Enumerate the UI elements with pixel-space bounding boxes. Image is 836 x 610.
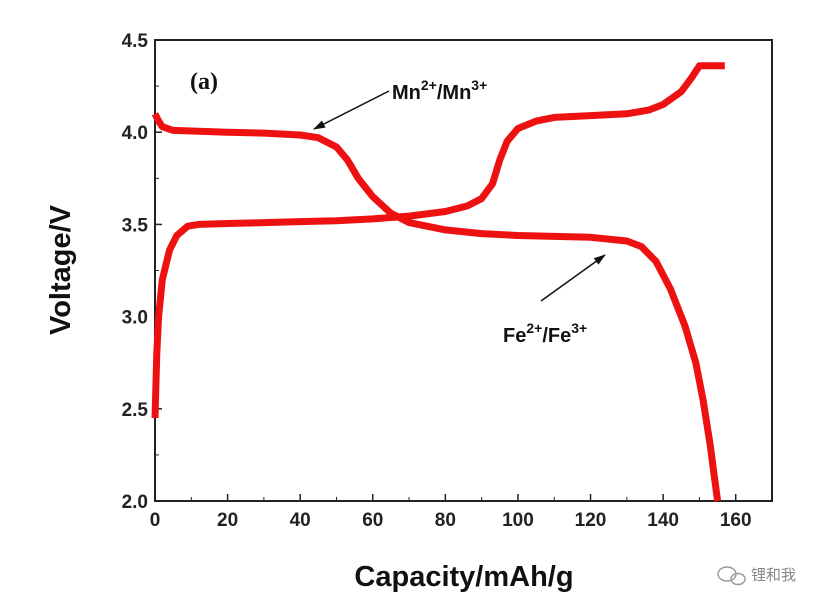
y-tick-label: 4.0 <box>122 123 148 144</box>
y-tick-label: 2.0 <box>122 492 148 513</box>
x-tick-label: 0 <box>150 510 161 531</box>
series-line-1 <box>151 62 725 419</box>
x-tick-label: 140 <box>647 510 679 531</box>
wechat-icon <box>717 566 746 586</box>
y-tick-label: 3.0 <box>122 308 148 329</box>
y-axis-title: Voltage/V <box>45 204 77 335</box>
x-tick-label: 40 <box>290 510 311 531</box>
annotation-arrow-mn <box>313 90 390 130</box>
watermark-text: 锂和我 <box>751 566 796 584</box>
series-line-2 <box>151 112 722 502</box>
x-tick-label: 100 <box>502 510 534 531</box>
x-tick-label: 120 <box>575 510 607 531</box>
x-tick-label: 60 <box>362 510 383 531</box>
panel-label: (a) <box>190 69 218 95</box>
x-axis-title: Capacity/mAh/g <box>354 561 573 593</box>
x-tick-label: 80 <box>435 510 456 531</box>
annotation-fe: Fe2+/Fe3+ <box>503 254 606 347</box>
series-layer <box>151 62 725 502</box>
annotation-arrow-fe <box>540 254 606 302</box>
annotation-mn: Mn2+/Mn3+ <box>313 77 487 130</box>
x-axis-ticks: 0 20 40 60 80 100 120 140 160 <box>150 494 752 531</box>
y-tick-label: 3.5 <box>122 215 149 236</box>
x-tick-label: 160 <box>720 510 752 531</box>
y-tick-label: 2.5 <box>122 400 149 421</box>
watermark: 锂和我 <box>717 566 796 586</box>
x-tick-label: 20 <box>217 510 238 531</box>
y-tick-label: 4.5 <box>122 31 149 52</box>
annotation-label-fe: Fe2+/Fe3+ <box>503 320 587 347</box>
plot-frame <box>154 39 773 502</box>
annotation-label-mn: Mn2+/Mn3+ <box>392 77 487 104</box>
